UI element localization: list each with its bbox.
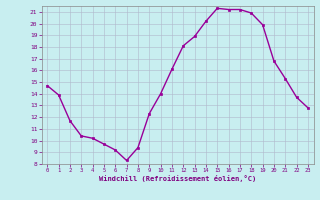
X-axis label: Windchill (Refroidissement éolien,°C): Windchill (Refroidissement éolien,°C) — [99, 175, 256, 182]
